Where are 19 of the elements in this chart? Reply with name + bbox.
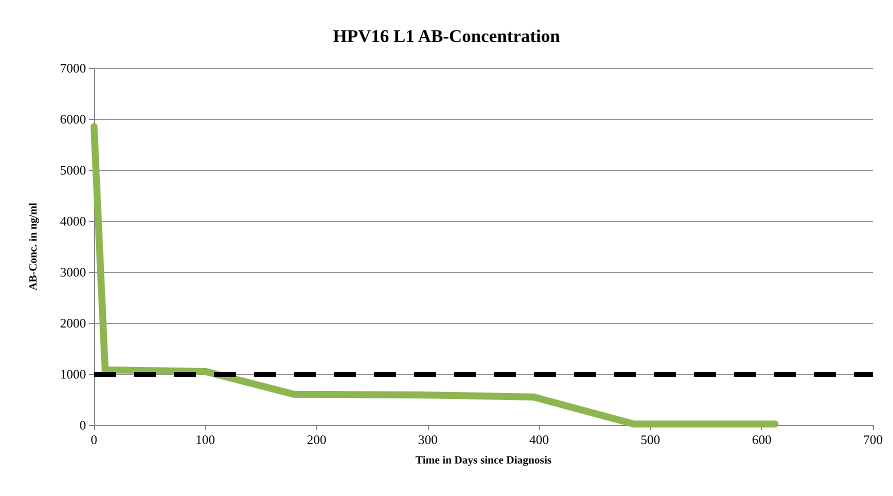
x-tick-label: 700 bbox=[863, 432, 883, 447]
y-tick-label: 6000 bbox=[60, 112, 86, 126]
x-tick-label: 500 bbox=[640, 432, 660, 447]
x-axis-title: Time in Days since Diagnosis bbox=[415, 454, 552, 466]
x-tick-label: 600 bbox=[752, 432, 772, 447]
y-tick-label: 4000 bbox=[60, 214, 86, 228]
x-tick-label: 100 bbox=[196, 432, 216, 447]
y-tick-label: 2000 bbox=[60, 316, 86, 330]
y-tick-label: 5000 bbox=[60, 162, 86, 178]
y-tick-label: 0 bbox=[80, 418, 86, 432]
x-tick-label: 200 bbox=[306, 432, 326, 447]
x-tick-label: 0 bbox=[90, 432, 98, 447]
y-tick-label: 1000 bbox=[60, 366, 86, 382]
y-tick-label: 7000 bbox=[60, 60, 86, 76]
y-tick-label: 3000 bbox=[60, 264, 86, 280]
y-axis-title: AB-Conc. in ng/ml bbox=[28, 202, 40, 290]
x-tick-label: 400 bbox=[529, 432, 549, 447]
x-tick-label: 300 bbox=[418, 432, 438, 447]
chart-title: HPV16 L1 AB-Concentration bbox=[333, 26, 560, 46]
